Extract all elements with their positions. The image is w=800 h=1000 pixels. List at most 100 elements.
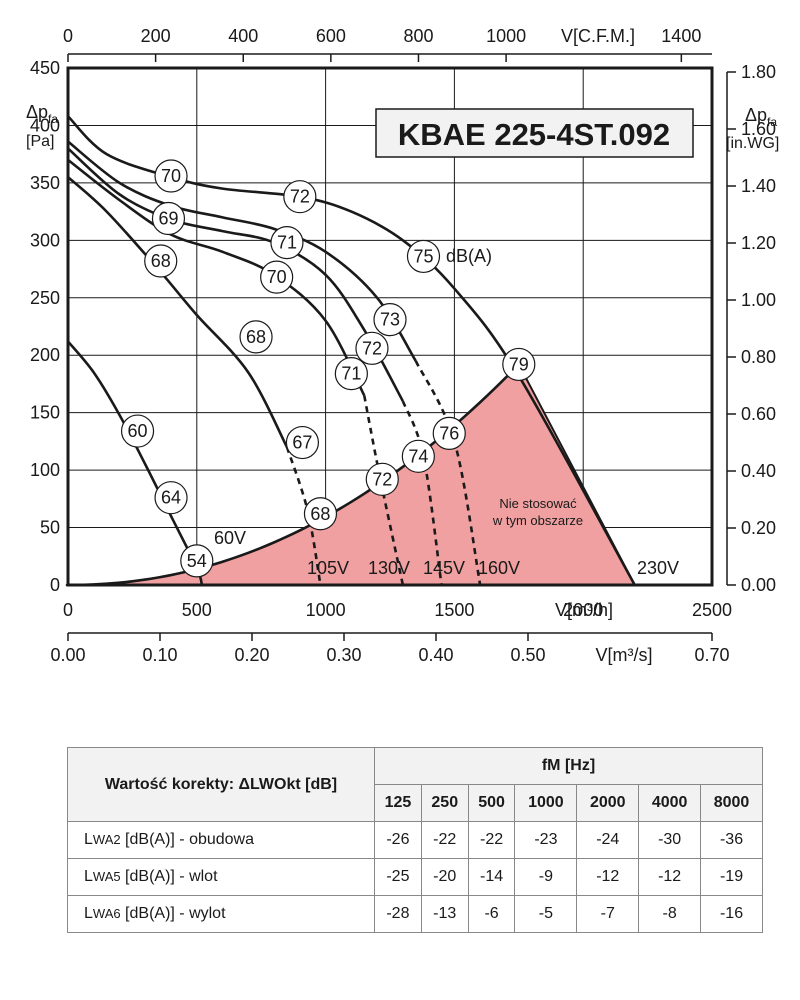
x-bottom2-label: V[m³/s]	[596, 645, 653, 665]
row-label: LWA5 [dB(A)] - wlot	[67, 858, 375, 896]
y-left-tick-label: 100	[30, 460, 60, 480]
y-left-tick-label: 0	[50, 575, 60, 595]
y-right-tick-label: 0.40	[741, 461, 776, 481]
noise-marker-circle	[401, 439, 435, 473]
table-cell: -24	[576, 821, 640, 859]
y-right-tick-label: 1.40	[741, 176, 776, 196]
table-row: LWA2 [dB(A)] - obudowa -26 -22 -22 -23 -24 -30…	[67, 821, 763, 859]
noise-marker-value: 70	[267, 267, 287, 287]
fan-performance-chart: 60V 105V 130V 145V 160V 230V 70 72 75 79 69 71 73 76 6…	[26, 26, 779, 665]
y-left-tick-label: 200	[30, 345, 60, 365]
y-left-label-sub: fa	[48, 112, 58, 126]
x-bottom2-tick-label: 0.70	[694, 645, 729, 665]
y-right-tick-label: 0.20	[741, 518, 776, 538]
frequency-250: 250	[420, 784, 469, 822]
x-bottom-tick-label: 1500	[434, 600, 474, 620]
y-left-tick-label: 300	[30, 230, 60, 250]
correction-table-title: Wartość korekty: ΔLWOkt [dB]	[67, 747, 375, 822]
x-bottom-tick-label: 0	[63, 600, 73, 620]
noise-marker-circle	[502, 347, 536, 382]
noise-marker-value: 73	[380, 310, 400, 330]
noise-marker-circle	[373, 303, 407, 337]
table-cell: -23	[514, 821, 578, 859]
curve-145V	[67, 147, 405, 402]
noise-marker-circle	[151, 201, 186, 236]
table-cell: -5	[514, 895, 578, 933]
table-cell: -36	[700, 821, 763, 859]
x-bottom-tick-label: 2500	[692, 600, 732, 620]
y-left-tick-label: 350	[30, 173, 60, 193]
y-right-unit: [in.WG]	[726, 135, 779, 152]
x-top-tick-label: 1400	[661, 26, 701, 46]
noise-marker-value: 68	[310, 504, 330, 524]
x-bottom-tick-label: 2000	[563, 600, 603, 620]
x-top-tick-label: 800	[403, 26, 433, 46]
x-top-tick-label: 200	[141, 26, 171, 46]
noise-marker-circle	[355, 331, 389, 365]
y-left-tick-label: 400	[30, 115, 60, 135]
table-cell: -13	[420, 895, 469, 933]
table-cell: -8	[638, 895, 702, 933]
x-bottom2-tick-label: 0.30	[326, 645, 361, 665]
row-label: LWA6 [dB(A)] - wylot	[67, 895, 375, 933]
noise-marker-circle	[154, 481, 188, 515]
x-bottom-tick-label: 500	[182, 600, 212, 620]
x-bottom-tick-label: 1000	[306, 600, 346, 620]
noise-marker-value: 68	[151, 251, 171, 271]
y-right-tick-label: 1.60	[741, 119, 776, 139]
noise-marker-value: 67	[292, 433, 312, 453]
y-left-tick-label: 250	[30, 288, 60, 308]
x-bottom-label: V[m³/h]	[555, 600, 613, 620]
x-top-tick-label: 600	[316, 26, 346, 46]
table-cell: -9	[514, 858, 578, 896]
noise-marker-circle	[334, 357, 368, 391]
restricted-area	[67, 362, 637, 586]
plot-frame	[66, 66, 714, 587]
table-cell: -28	[374, 895, 422, 933]
noise-marker-circle	[432, 416, 466, 450]
noise-marker-value: 71	[277, 233, 297, 253]
noise-marker-circle	[270, 226, 304, 260]
x-top-tick-label: 400	[228, 26, 258, 46]
noise-marker-value: 69	[158, 209, 178, 229]
table-cell: -25	[374, 858, 422, 896]
y-left-unit: [Pa]	[26, 133, 54, 150]
x-bottom2-tick-label: 0.20	[234, 645, 269, 665]
voltage-label: 60V	[214, 528, 246, 548]
voltage-label: 145V	[423, 558, 465, 578]
curve-60V	[67, 340, 204, 586]
noise-marker-circle	[154, 159, 188, 193]
noise-marker-circle	[144, 244, 178, 278]
table-cell: -14	[467, 858, 516, 896]
x-top-label: V[C.F.M.]	[561, 26, 635, 46]
y-right-tick-label: 0.60	[741, 404, 776, 424]
x-top-tick-label: 0	[63, 26, 73, 46]
noise-marker-value: 71	[341, 364, 361, 384]
noise-marker-value: 54	[187, 551, 207, 571]
x-top-tick-label: 1000	[486, 26, 526, 46]
noise-marker-value: 72	[372, 469, 392, 489]
dba-label: dB(A)	[446, 246, 492, 266]
x-bottom2-tick-label: 0.00	[50, 645, 85, 665]
noise-marker-circle	[283, 180, 317, 214]
voltage-label: 130V	[368, 558, 410, 578]
noise-marker-value: 72	[362, 338, 382, 358]
noise-marker-value: 75	[413, 246, 433, 266]
noise-marker-circle	[120, 414, 155, 448]
y-right-tick-label: 1.00	[741, 290, 776, 310]
y-left-tick-label: 450	[30, 58, 60, 78]
noise-marker-value: 64	[161, 488, 181, 508]
y-left-tick-label: 50	[40, 518, 60, 538]
curve-105V	[67, 176, 289, 448]
noise-marker-circle	[180, 544, 214, 578]
noise-marker-circle	[285, 425, 320, 460]
noise-marker-value: 68	[246, 327, 266, 347]
voltage-label: 105V	[307, 558, 349, 578]
frequency-8000: 8000	[700, 784, 763, 822]
noise-marker-value: 74	[408, 446, 428, 466]
restricted-area-label-1: Nie stosować	[499, 496, 577, 511]
noise-marker-circle	[260, 260, 294, 294]
row-label: LWA2 [dB(A)] - obudowa	[67, 821, 375, 859]
curve-160V	[67, 140, 417, 362]
frequency-125: 125	[374, 784, 422, 822]
